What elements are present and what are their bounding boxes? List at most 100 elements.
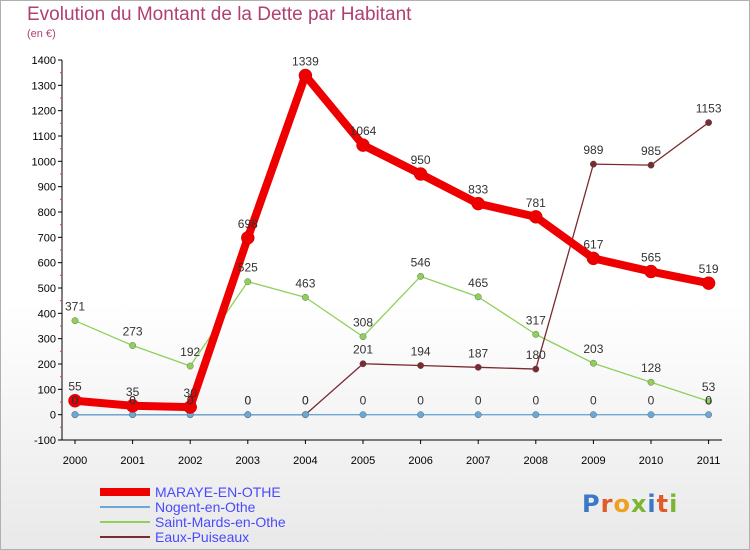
data-point (71, 317, 79, 325)
x-tick-label: 2002 (178, 455, 202, 467)
x-tick-label: 2010 (639, 455, 663, 467)
data-point (129, 342, 137, 349)
data-point (532, 365, 540, 373)
data-point (413, 167, 428, 181)
data-label: 0 (187, 394, 194, 408)
x-tick-label: 2003 (236, 455, 260, 467)
data-point (301, 293, 309, 301)
data-point (186, 362, 194, 370)
data-point (532, 411, 540, 419)
data-label: 0 (475, 394, 482, 408)
data-label: 833 (468, 183, 488, 197)
data-label: 308 (353, 316, 373, 330)
data-point (474, 363, 482, 371)
data-label: 273 (123, 325, 143, 339)
data-label: 0 (129, 394, 136, 408)
data-point (647, 161, 655, 169)
chart-title: Evolution du Montant de la Dette par Hab… (27, 4, 412, 25)
legend-swatch-maraye (100, 488, 150, 496)
logo-letter: P (582, 490, 601, 518)
data-label: 187 (468, 346, 488, 360)
data-point (532, 330, 540, 338)
x-tick-label: 2011 (697, 455, 721, 467)
legend-label-nogent: Nogent-en-Othe (155, 499, 256, 515)
data-point (298, 68, 313, 83)
data-label: 0 (302, 394, 309, 408)
data-label: 0 (590, 394, 597, 408)
data-label: 0 (648, 394, 655, 408)
data-label: 0 (72, 394, 79, 408)
legend-label-eaux-puiseaux: Eaux-Puiseaux (155, 529, 250, 545)
data-point (417, 411, 424, 419)
y-tick-label: -100 (34, 435, 56, 447)
data-label: 525 (238, 261, 258, 275)
legend-swatch-nogent (100, 506, 150, 508)
data-label: 465 (468, 276, 488, 290)
data-label: 565 (641, 251, 661, 265)
series-line-0 (71, 71, 713, 412)
x-tick-label: 2008 (524, 455, 548, 467)
data-label: 35 (126, 385, 140, 399)
series-line-3 (74, 121, 710, 416)
data-label: 698 (238, 217, 258, 231)
data-label: 0 (417, 394, 424, 408)
data-label: 463 (295, 276, 315, 290)
data-label: 203 (583, 342, 603, 356)
data-point (301, 411, 309, 419)
x-tick-label: 2005 (351, 455, 375, 467)
logo-letter: r (600, 490, 614, 518)
data-label: 128 (641, 361, 661, 375)
data-point (644, 264, 658, 279)
legend-label-maraye: MARAYE-EN-OTHE (155, 484, 281, 500)
series-line-2 (74, 275, 710, 402)
y-tick-label: 800 (38, 207, 56, 219)
data-point (68, 393, 82, 408)
legend-label-saint-mards: Saint-Mards-en-Othe (155, 514, 286, 530)
x-tick-label: 2001 (120, 455, 144, 467)
data-label: 1153 (696, 102, 722, 116)
data-label: 0 (129, 394, 136, 408)
data-label: 617 (583, 237, 603, 251)
data-label: 53 (702, 380, 716, 394)
data-label: 194 (411, 345, 431, 359)
y-tick-label: 400 (38, 308, 56, 320)
data-label: 192 (180, 345, 200, 359)
data-label: 985 (641, 144, 661, 158)
data-label: 0 (705, 394, 712, 408)
logo-letter: i (647, 490, 657, 518)
data-label: 0 (244, 394, 251, 408)
data-label: 180 (526, 348, 546, 362)
data-point (705, 119, 712, 126)
x-tick-label: 2007 (466, 455, 490, 467)
data-point (647, 411, 655, 419)
data-point (241, 231, 255, 245)
data-label: 0 (360, 394, 367, 408)
data-point (244, 411, 252, 419)
y-tick-label: 1000 (32, 156, 56, 168)
x-tick-label: 2006 (408, 455, 432, 467)
data-point (359, 411, 367, 419)
data-label: 0 (532, 394, 539, 408)
x-tick-label: 2009 (581, 455, 605, 467)
data-point (529, 210, 543, 224)
data-point (474, 293, 482, 301)
chart-unit: (en €) (27, 28, 56, 40)
data-point (590, 411, 597, 419)
data-label: 0 (244, 394, 251, 408)
logo-letter: o (613, 490, 631, 518)
data-point (471, 196, 485, 211)
data-label: 0 (302, 394, 309, 408)
x-tick-label: 2004 (293, 455, 317, 467)
y-tick-label: 900 (38, 182, 56, 194)
data-label: 0 (187, 394, 194, 408)
data-point (701, 276, 716, 290)
data-point (474, 411, 482, 419)
data-point (183, 400, 197, 414)
y-tick-label: 0 (50, 410, 56, 422)
data-point (705, 397, 712, 405)
data-point (586, 251, 601, 266)
logo-letter: x (630, 490, 648, 518)
y-tick-label: 600 (38, 258, 56, 270)
